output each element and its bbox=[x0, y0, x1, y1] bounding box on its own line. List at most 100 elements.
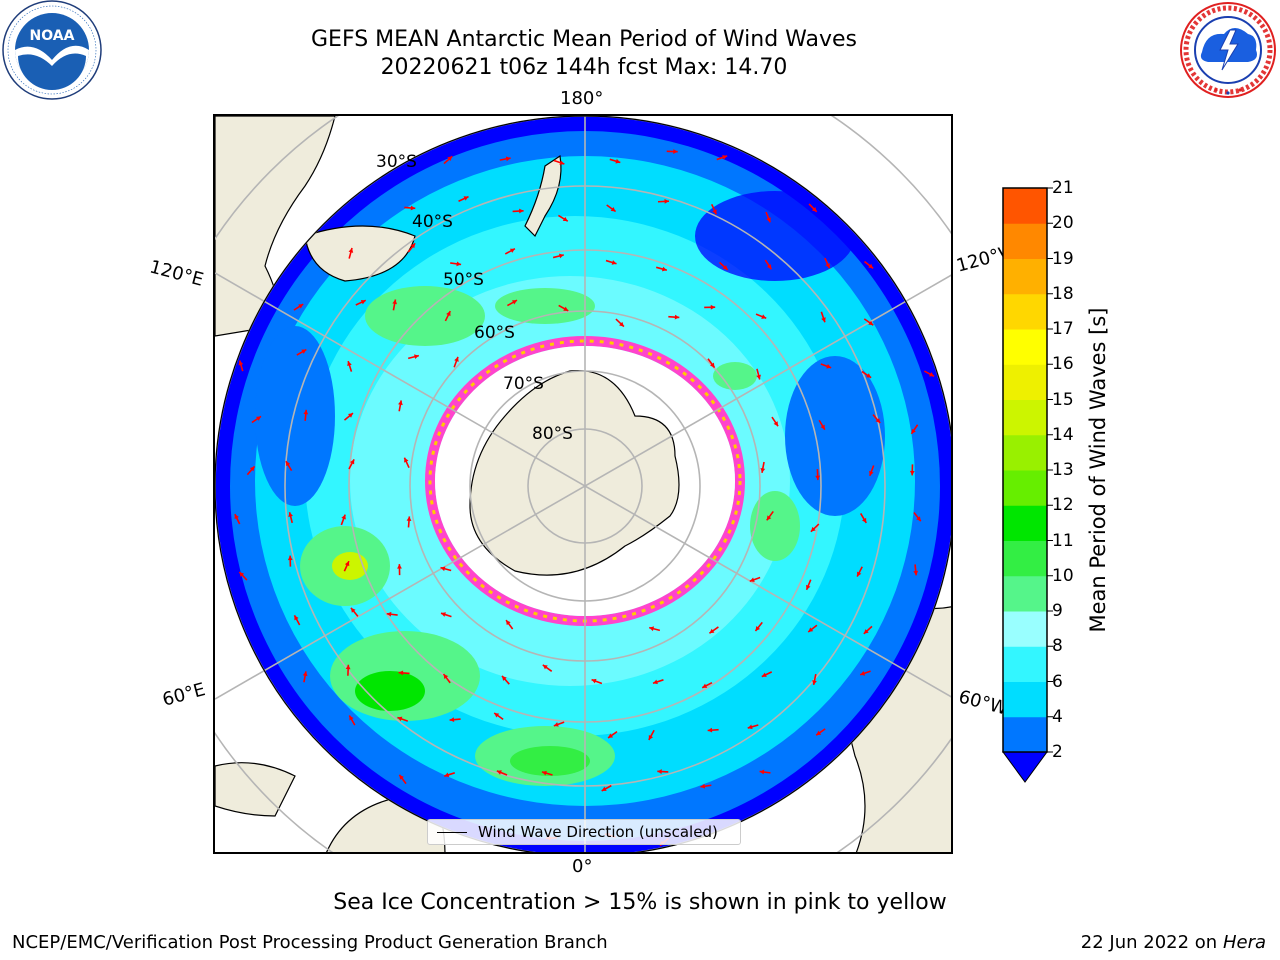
wave-direction-arrow bbox=[760, 461, 766, 473]
wave-direction-arrow bbox=[718, 261, 729, 271]
wave-direction-arrow bbox=[343, 560, 350, 572]
wave-direction-arrow bbox=[443, 155, 453, 165]
wave-period-field bbox=[215, 116, 951, 852]
wave-direction-arrow bbox=[285, 460, 293, 472]
legend-line-sample bbox=[437, 832, 467, 833]
wave-direction-arrow bbox=[493, 712, 504, 721]
wind-wave-arrows bbox=[234, 149, 935, 847]
wave-direction-arrow bbox=[238, 360, 244, 372]
wave-direction-arrow bbox=[815, 469, 821, 481]
wave-direction-arrow bbox=[605, 259, 617, 265]
wave-direction-arrow bbox=[761, 671, 773, 678]
colorbar-swatch bbox=[1003, 434, 1047, 471]
wave-direction-arrow bbox=[861, 370, 872, 379]
wave-direction-arrow bbox=[601, 784, 612, 792]
wave-direction-arrow bbox=[591, 678, 603, 685]
wave-direction-arrow bbox=[449, 717, 461, 723]
colorbar-tick-label: 6 bbox=[1052, 671, 1063, 692]
colorbar-swatch bbox=[1003, 540, 1047, 577]
lat-label-50s: 50°S bbox=[443, 270, 484, 290]
lon-label-120e: 120°E bbox=[147, 256, 206, 291]
colorbar-swatch bbox=[1003, 188, 1047, 224]
wave-direction-arrow bbox=[458, 195, 469, 202]
wave-direction-arrow bbox=[864, 260, 874, 270]
colorbar-tick-label: 13 bbox=[1052, 460, 1074, 480]
lon-label-60e: 60°E bbox=[160, 679, 208, 711]
colorbar-tick-label: 12 bbox=[1052, 495, 1074, 516]
colorbar-swatch bbox=[1003, 575, 1047, 612]
wave-direction-arrow bbox=[407, 242, 416, 253]
wave-direction-arrow bbox=[348, 715, 356, 726]
colorbar-tick-label: 4 bbox=[1052, 706, 1063, 727]
colorbar-tick-label: 8 bbox=[1052, 636, 1063, 657]
wave-direction-arrow bbox=[859, 513, 867, 524]
wave-direction-arrow bbox=[666, 149, 678, 154]
wave-direction-arrow bbox=[820, 363, 832, 369]
colorbar-tick-label: 9 bbox=[1052, 601, 1063, 621]
wave-direction-arrow bbox=[386, 611, 398, 617]
wave-direction-arrow bbox=[606, 204, 617, 213]
wave-direction-arrow bbox=[913, 564, 919, 576]
wave-direction-arrow bbox=[246, 465, 256, 476]
colorbar-tick-label: 11 bbox=[1052, 530, 1074, 551]
wave-direction-arrow bbox=[347, 360, 353, 372]
wave-direction-arrow bbox=[558, 304, 569, 312]
wave-direction-arrow bbox=[407, 354, 420, 360]
colorbar-swatch bbox=[1003, 399, 1047, 436]
colorbar-swatch bbox=[1003, 716, 1047, 753]
run-date-text: 22 Jun 2022 on bbox=[1080, 932, 1218, 953]
wave-direction-arrow bbox=[657, 769, 669, 774]
colorbar-tick-label: 20 bbox=[1052, 213, 1074, 234]
run-date: 22 Jun 2022 on Hera bbox=[1081, 932, 1266, 953]
colorbar-swatch bbox=[1003, 681, 1047, 718]
wave-direction-arrow bbox=[397, 564, 402, 576]
wave-direction-arrow bbox=[251, 415, 262, 424]
wave-direction-arrow bbox=[453, 356, 459, 368]
map-legend: Wind Wave Direction (unscaled) bbox=[427, 819, 741, 845]
wave-direction-arrow bbox=[700, 783, 712, 789]
wave-direction-arrow bbox=[652, 679, 664, 685]
wave-direction-arrow bbox=[909, 464, 915, 476]
wave-direction-arrow bbox=[553, 721, 565, 727]
wave-direction-arrow bbox=[820, 311, 826, 323]
wave-direction-arrow bbox=[708, 626, 719, 634]
wave-direction-arrow bbox=[863, 318, 874, 326]
sea-ice-note: Sea Ice Concentration > 15% is shown in … bbox=[333, 890, 947, 915]
colorbar-tick-label: 16 bbox=[1052, 354, 1074, 375]
wave-direction-arrow bbox=[701, 681, 713, 689]
wave-direction-arrow bbox=[392, 299, 397, 311]
colorbar-swatch bbox=[1003, 611, 1047, 647]
wave-direction-arrow bbox=[398, 400, 403, 412]
wave-direction-arrow bbox=[655, 266, 668, 272]
wave-direction-arrow bbox=[710, 203, 718, 215]
colorbar-tick-label: 10 bbox=[1052, 565, 1074, 586]
wave-direction-arrow bbox=[238, 571, 248, 581]
wave-direction-arrow bbox=[398, 774, 407, 785]
wave-direction-arrow bbox=[557, 214, 569, 222]
wave-direction-arrow bbox=[350, 607, 359, 617]
wave-direction-arrow bbox=[766, 510, 774, 521]
colorbar-swatch bbox=[1003, 223, 1047, 259]
colorbar-tick-label: 21 bbox=[1052, 178, 1074, 198]
wave-direction-arrow bbox=[345, 664, 351, 676]
wave-direction-arrow bbox=[541, 770, 553, 776]
wave-direction-arrow bbox=[496, 770, 508, 776]
wave-direction-arrow bbox=[440, 566, 452, 572]
colorbar-swatch bbox=[1003, 470, 1047, 506]
colorbar-label: Mean Period of Wind Waves [s] bbox=[1086, 307, 1110, 633]
wave-direction-arrow bbox=[444, 310, 451, 322]
wave-direction-arrow bbox=[348, 458, 355, 470]
wave-direction-arrow bbox=[552, 253, 564, 259]
colorbar-swatch bbox=[1003, 293, 1047, 330]
colorbar-tick-label: 2 bbox=[1052, 742, 1063, 762]
colorbar-swatch bbox=[1003, 505, 1047, 541]
wave-direction-arrow bbox=[872, 414, 881, 424]
wave-direction-arrow bbox=[649, 626, 661, 632]
wave-direction-arrow bbox=[759, 769, 771, 775]
noaa-logo: NOAA bbox=[0, 0, 104, 100]
wave-direction-arrow bbox=[615, 318, 625, 328]
wave-direction-arrow bbox=[355, 299, 367, 306]
colorbar-tick-label: 14 bbox=[1052, 424, 1074, 445]
colorbar-tick-label: 15 bbox=[1052, 389, 1074, 410]
wave-direction-arrow bbox=[807, 624, 818, 633]
